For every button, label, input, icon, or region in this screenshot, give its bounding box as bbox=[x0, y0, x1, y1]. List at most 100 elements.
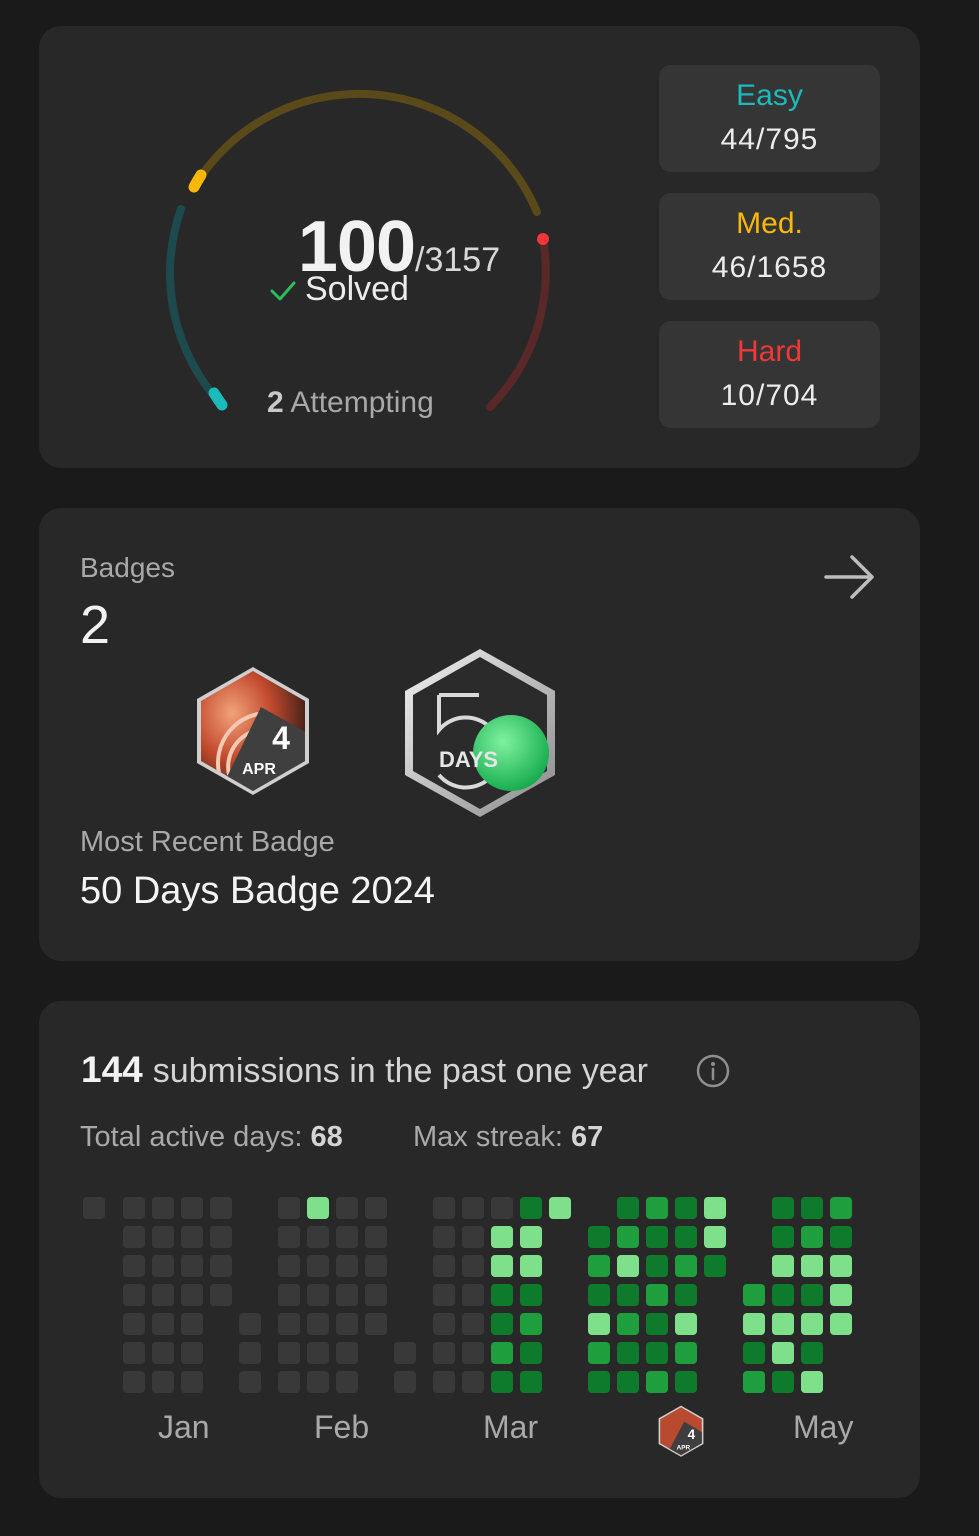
heatmap-day-cell[interactable] bbox=[181, 1313, 203, 1335]
heatmap-day-cell[interactable] bbox=[646, 1313, 668, 1335]
heatmap-day-cell[interactable] bbox=[462, 1197, 484, 1219]
heatmap-day-cell[interactable] bbox=[520, 1197, 542, 1219]
heatmap-day-cell[interactable] bbox=[675, 1313, 697, 1335]
heatmap-day-cell[interactable] bbox=[491, 1226, 513, 1248]
heatmap-day-cell[interactable] bbox=[307, 1371, 329, 1393]
heatmap-day-cell[interactable] bbox=[365, 1284, 387, 1306]
heatmap-day-cell[interactable] bbox=[520, 1313, 542, 1335]
heatmap-day-cell[interactable] bbox=[365, 1226, 387, 1248]
heatmap-day-cell[interactable] bbox=[123, 1255, 145, 1277]
heatmap-day-cell[interactable] bbox=[307, 1255, 329, 1277]
heatmap-day-cell[interactable] bbox=[588, 1371, 610, 1393]
heatmap-day-cell[interactable] bbox=[617, 1313, 639, 1335]
heatmap-day-cell[interactable] bbox=[365, 1255, 387, 1277]
heatmap-day-cell[interactable] bbox=[462, 1284, 484, 1306]
arrow-right-icon[interactable] bbox=[822, 552, 878, 602]
heatmap-day-cell[interactable] bbox=[210, 1255, 232, 1277]
heatmap-day-cell[interactable] bbox=[830, 1197, 852, 1219]
heatmap-day-cell[interactable] bbox=[520, 1226, 542, 1248]
heatmap-day-cell[interactable] bbox=[394, 1342, 416, 1364]
heatmap-day-cell[interactable] bbox=[365, 1313, 387, 1335]
heatmap-day-cell[interactable] bbox=[549, 1197, 571, 1219]
heatmap-day-cell[interactable] bbox=[123, 1284, 145, 1306]
heatmap-day-cell[interactable] bbox=[336, 1284, 358, 1306]
info-icon[interactable] bbox=[695, 1053, 731, 1089]
heatmap-day-cell[interactable] bbox=[588, 1284, 610, 1306]
heatmap-day-cell[interactable] bbox=[830, 1226, 852, 1248]
heatmap-day-cell[interactable] bbox=[433, 1197, 455, 1219]
heatmap-day-cell[interactable] bbox=[433, 1342, 455, 1364]
heatmap-day-cell[interactable] bbox=[801, 1371, 823, 1393]
heatmap-day-cell[interactable] bbox=[210, 1226, 232, 1248]
heatmap-day-cell[interactable] bbox=[307, 1284, 329, 1306]
heatmap-day-cell[interactable] bbox=[433, 1371, 455, 1393]
heatmap-day-cell[interactable] bbox=[83, 1197, 105, 1219]
heatmap-day-cell[interactable] bbox=[462, 1371, 484, 1393]
heatmap-day-cell[interactable] bbox=[772, 1197, 794, 1219]
heatmap-day-cell[interactable] bbox=[704, 1226, 726, 1248]
heatmap-day-cell[interactable] bbox=[433, 1313, 455, 1335]
heatmap-day-cell[interactable] bbox=[181, 1226, 203, 1248]
heatmap-day-cell[interactable] bbox=[278, 1255, 300, 1277]
heatmap-day-cell[interactable] bbox=[588, 1342, 610, 1364]
heatmap-day-cell[interactable] bbox=[181, 1371, 203, 1393]
heatmap-day-cell[interactable] bbox=[210, 1284, 232, 1306]
heatmap-day-cell[interactable] bbox=[801, 1284, 823, 1306]
apr-month-badge-icon[interactable]: 4 APR bbox=[655, 1404, 707, 1460]
heatmap-day-cell[interactable] bbox=[491, 1371, 513, 1393]
heatmap-day-cell[interactable] bbox=[617, 1371, 639, 1393]
heatmap-day-cell[interactable] bbox=[801, 1255, 823, 1277]
heatmap-day-cell[interactable] bbox=[646, 1197, 668, 1219]
heatmap-day-cell[interactable] bbox=[239, 1371, 261, 1393]
fifty-days-badge-icon[interactable]: DAYS bbox=[399, 645, 561, 821]
heatmap-day-cell[interactable] bbox=[491, 1197, 513, 1219]
heatmap-day-cell[interactable] bbox=[617, 1197, 639, 1219]
heatmap-day-cell[interactable] bbox=[152, 1284, 174, 1306]
heatmap-day-cell[interactable] bbox=[394, 1371, 416, 1393]
heatmap-day-cell[interactable] bbox=[617, 1226, 639, 1248]
heatmap-day-cell[interactable] bbox=[123, 1226, 145, 1248]
heatmap-day-cell[interactable] bbox=[278, 1284, 300, 1306]
heatmap-day-cell[interactable] bbox=[123, 1313, 145, 1335]
heatmap-day-cell[interactable] bbox=[743, 1371, 765, 1393]
heatmap-day-cell[interactable] bbox=[336, 1342, 358, 1364]
heatmap-day-cell[interactable] bbox=[152, 1342, 174, 1364]
heatmap-day-cell[interactable] bbox=[830, 1313, 852, 1335]
heatmap-day-cell[interactable] bbox=[123, 1371, 145, 1393]
heatmap-day-cell[interactable] bbox=[772, 1371, 794, 1393]
heatmap-day-cell[interactable] bbox=[152, 1371, 174, 1393]
apr-badge-icon[interactable]: 4 APR bbox=[189, 663, 317, 803]
heatmap-day-cell[interactable] bbox=[181, 1255, 203, 1277]
heatmap-day-cell[interactable] bbox=[123, 1197, 145, 1219]
heatmap-day-cell[interactable] bbox=[772, 1226, 794, 1248]
heatmap-day-cell[interactable] bbox=[152, 1255, 174, 1277]
heatmap-day-cell[interactable] bbox=[772, 1313, 794, 1335]
heatmap-day-cell[interactable] bbox=[278, 1197, 300, 1219]
heatmap-day-cell[interactable] bbox=[307, 1313, 329, 1335]
heatmap-day-cell[interactable] bbox=[181, 1197, 203, 1219]
heatmap-day-cell[interactable] bbox=[433, 1226, 455, 1248]
heatmap-day-cell[interactable] bbox=[365, 1197, 387, 1219]
heatmap-day-cell[interactable] bbox=[617, 1284, 639, 1306]
heatmap-day-cell[interactable] bbox=[675, 1284, 697, 1306]
heatmap-day-cell[interactable] bbox=[772, 1284, 794, 1306]
medium-stats[interactable]: Med. 46/1658 bbox=[659, 193, 880, 300]
heatmap-day-cell[interactable] bbox=[462, 1342, 484, 1364]
heatmap-day-cell[interactable] bbox=[336, 1313, 358, 1335]
heatmap-day-cell[interactable] bbox=[336, 1255, 358, 1277]
heatmap-day-cell[interactable] bbox=[152, 1226, 174, 1248]
heatmap-day-cell[interactable] bbox=[278, 1313, 300, 1335]
heatmap-day-cell[interactable] bbox=[491, 1284, 513, 1306]
heatmap-day-cell[interactable] bbox=[520, 1284, 542, 1306]
heatmap-day-cell[interactable] bbox=[123, 1342, 145, 1364]
hard-stats[interactable]: Hard 10/704 bbox=[659, 321, 880, 428]
heatmap-day-cell[interactable] bbox=[675, 1342, 697, 1364]
heatmap-day-cell[interactable] bbox=[239, 1342, 261, 1364]
heatmap-day-cell[interactable] bbox=[704, 1197, 726, 1219]
heatmap-day-cell[interactable] bbox=[743, 1284, 765, 1306]
heatmap-day-cell[interactable] bbox=[307, 1226, 329, 1248]
heatmap-day-cell[interactable] bbox=[491, 1313, 513, 1335]
heatmap-day-cell[interactable] bbox=[307, 1342, 329, 1364]
heatmap-day-cell[interactable] bbox=[336, 1371, 358, 1393]
heatmap-day-cell[interactable] bbox=[520, 1371, 542, 1393]
